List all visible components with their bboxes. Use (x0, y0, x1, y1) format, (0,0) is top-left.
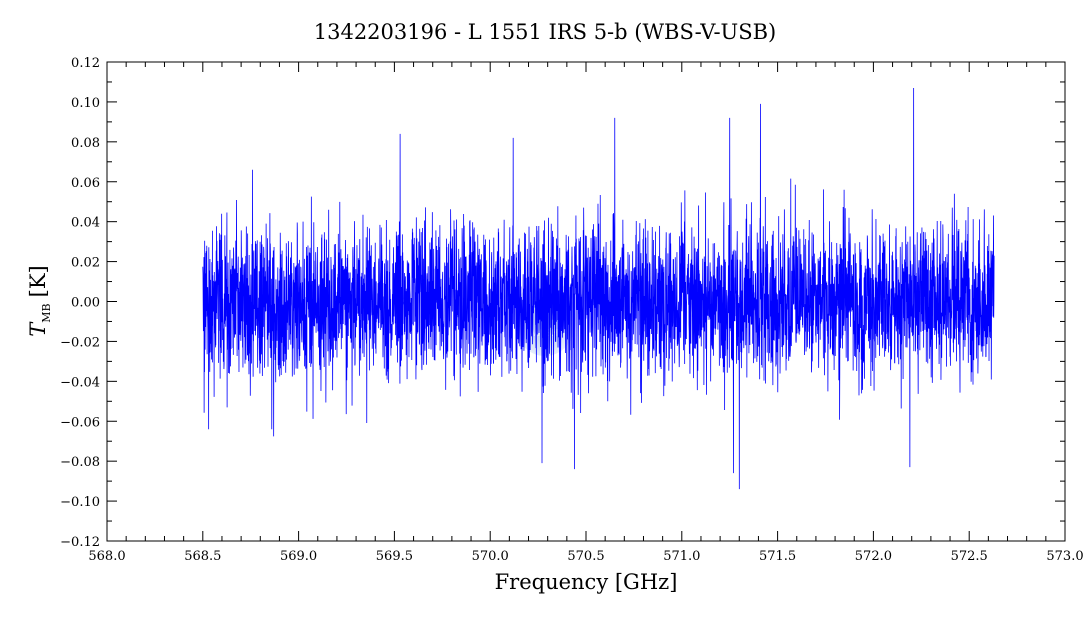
y-tick-labels: 0.12 0.10 0.08 0.06 0.04 0.02 0.00 −0.02 −0.04 −0… (60, 56, 100, 550)
y-tick-label: 0.12 (71, 56, 100, 71)
chart-title: 1342203196 - L 1551 IRS 5-b (WBS-V-USB) (314, 20, 777, 44)
y-tick-label: 0.06 (71, 176, 100, 191)
x-tick-label: 573.0 (1046, 549, 1083, 564)
y-tick-label: 0.04 (71, 216, 100, 231)
x-tick-labels: 568.0 568.5 569.0 569.5 570.0 570.5 571.0 571.5… (88, 549, 1083, 564)
y-tick-label: 0.00 (71, 296, 100, 311)
y-axis-label-sub: MB (40, 303, 53, 322)
y-tick-label: −0.12 (60, 535, 100, 550)
x-tick-label: 568.0 (88, 549, 125, 564)
y-tick-label: −0.06 (60, 415, 100, 430)
y-tick-label: 0.08 (71, 136, 100, 151)
y-tick-label: −0.10 (60, 495, 100, 510)
x-tick-label: 568.5 (184, 549, 221, 564)
y-tick-label: −0.02 (60, 335, 100, 350)
y-tick-label: 0.10 (71, 96, 100, 111)
y-tick-label: −0.04 (60, 375, 100, 390)
x-tick-label: 571.5 (759, 549, 796, 564)
spectrum-trace (202, 87, 995, 490)
x-tick-label: 572.5 (951, 549, 988, 564)
y-tick-label: −0.08 (60, 455, 100, 470)
y-axis-label: TMB [K] (26, 265, 53, 336)
y-tick-label: 0.02 (71, 256, 100, 271)
x-tick-label: 572.0 (855, 549, 892, 564)
x-tick-label: 569.5 (376, 549, 413, 564)
y-axis-label-main: T (26, 321, 50, 337)
x-tick-label: 569.0 (280, 549, 317, 564)
plot-frame (106, 61, 1066, 542)
y-axis-label-unit: [K] (26, 265, 50, 297)
spectrum-line (202, 87, 995, 490)
x-tick-label: 571.0 (663, 549, 700, 564)
x-axis-label: Frequency [GHz] (495, 570, 678, 594)
x-tick-label: 570.5 (567, 549, 604, 564)
x-tick-label: 570.0 (472, 549, 509, 564)
